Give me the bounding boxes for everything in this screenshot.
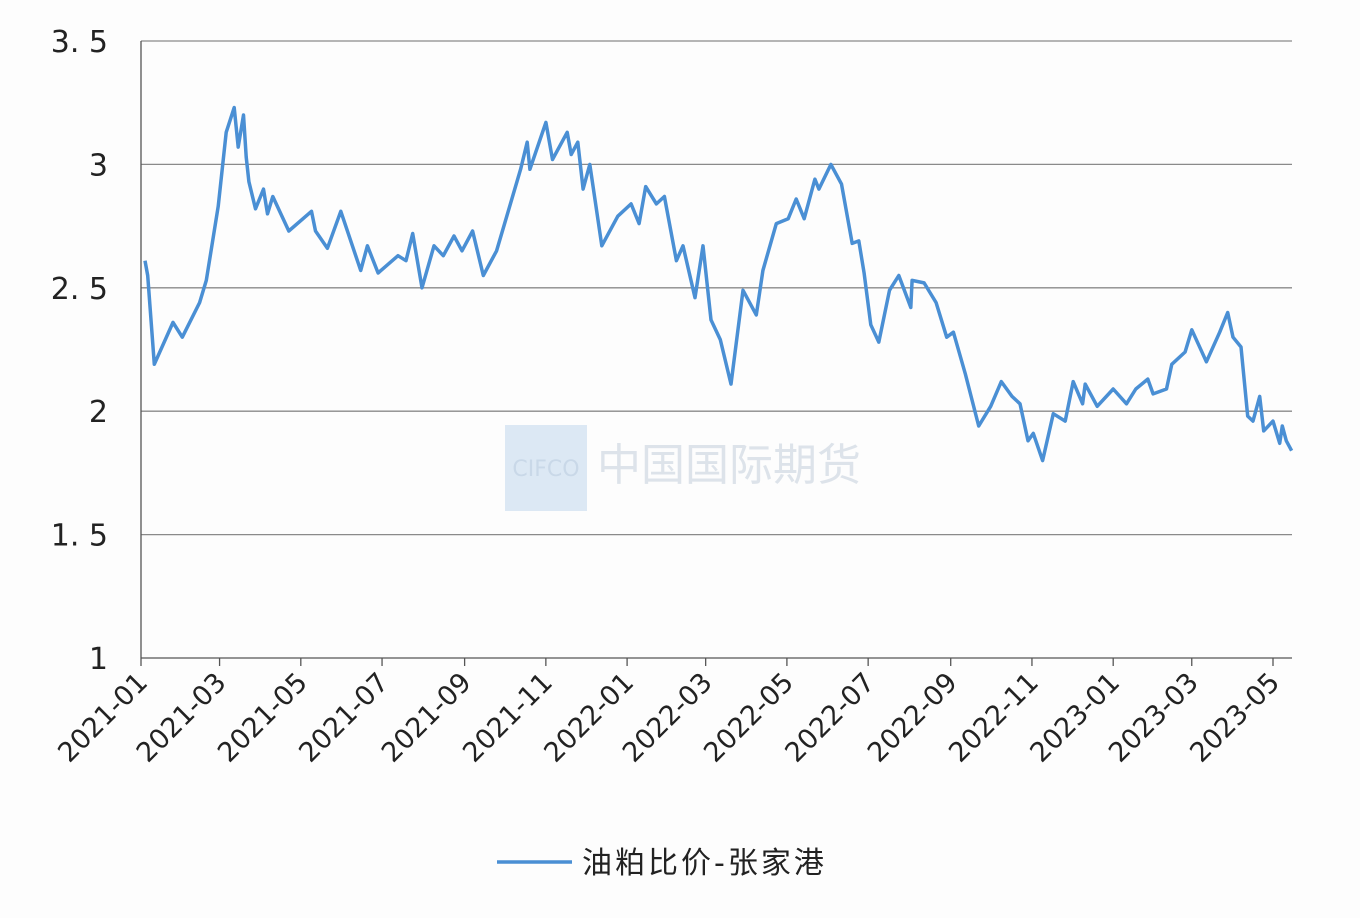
y-tick-label: 1. 5 [51, 519, 108, 554]
x-axis-ticks: 2021-012021-032021-052021-072021-092021-… [52, 658, 1286, 769]
x-tick-label: 2022-07 [779, 667, 881, 769]
axes [140, 41, 1292, 659]
watermark-logo-text: CIFCO [512, 457, 579, 482]
legend: 油粕比价-张家港 [497, 846, 827, 881]
y-tick-label: 3 [89, 148, 108, 183]
x-tick-label: 2021-07 [293, 667, 395, 769]
y-tick-label: 2 [89, 395, 108, 430]
y-tick-label: 1 [89, 642, 108, 677]
x-tick-label: 2023-05 [1184, 667, 1286, 769]
legend-label: 油粕比价-张家港 [582, 846, 827, 881]
x-tick-label: 2021-05 [212, 667, 314, 769]
gridlines [141, 40, 1292, 536]
watermark-text: 中国国际期货 [597, 440, 861, 491]
y-axis-ticks: 3. 5 3 2. 5 2 1. 5 1 [51, 25, 108, 677]
series-line [143, 105, 1294, 463]
y-tick-label: 3. 5 [51, 25, 108, 60]
x-tick-label: 2022-09 [862, 667, 964, 769]
x-tick-label: 2021-11 [457, 667, 559, 769]
watermark: CIFCO 中国国际期货 [505, 425, 861, 511]
x-tick-label: 2022-05 [698, 667, 800, 769]
x-tick-label: 2022-11 [943, 667, 1045, 769]
series-group [143, 105, 1294, 463]
y-tick-label: 2. 5 [51, 272, 108, 307]
watermark-logo [505, 425, 587, 511]
x-tick-label: 2021-09 [376, 667, 478, 769]
